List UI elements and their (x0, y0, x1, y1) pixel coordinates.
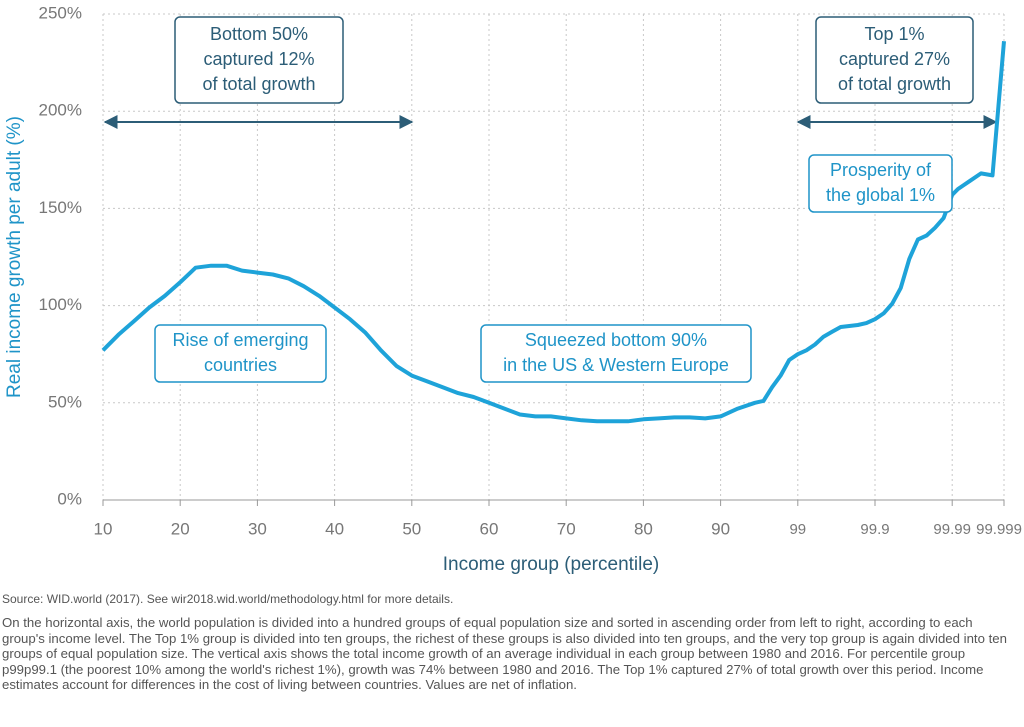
chart: Income group (percentile) Real income gr… (4, 3, 1022, 575)
annotation-box (815, 16, 974, 104)
x-tick-label: 80 (634, 519, 653, 538)
note: On the horizontal axis, the world popula… (2, 615, 1007, 693)
annotation-text: Bottom 50% (210, 24, 308, 44)
y-tick-label: 200% (39, 101, 82, 120)
y-tick-label: 150% (39, 198, 82, 217)
y-tick-label: 50% (48, 392, 82, 411)
y-tick-label: 100% (39, 295, 82, 314)
x-tick-label: 60 (480, 519, 499, 538)
annotation-text: Top 1% (864, 24, 924, 44)
annotation-text: Prosperity of (830, 160, 932, 180)
x-axis-label: Income group (percentile) (443, 554, 660, 575)
annotation-text: of total growth (202, 74, 315, 94)
x-tick-label: 99.99 (933, 521, 971, 538)
annotation-text: of total growth (838, 74, 951, 94)
annotation-box (154, 324, 327, 383)
y-tick-label: 250% (39, 3, 82, 22)
x-tick-label: 30 (248, 519, 267, 538)
x-tick-label: 10 (94, 519, 113, 538)
source: Source: WID.world (2017). See wir2018.wi… (2, 592, 454, 606)
x-tick-label: 99.9 (860, 521, 889, 538)
annotation-box (480, 324, 752, 383)
x-tick-label: 50 (402, 519, 421, 538)
y-axis-label: Real income growth per adult (%) (4, 116, 25, 398)
annotation-box (808, 154, 953, 213)
annotation-text: countries (204, 355, 277, 375)
x-tick-label: 99.999 (976, 521, 1022, 538)
annotation-text: Squeezed bottom 90% (525, 330, 707, 350)
data-line (101, 41, 1006, 424)
annotation-text: captured 27% (839, 49, 950, 69)
annotation-text: the global 1% (826, 185, 935, 205)
x-tick-label: 90 (711, 519, 730, 538)
x-tick-label: 40 (325, 519, 344, 538)
annotation-text: Rise of emerging (172, 330, 308, 350)
annotation-text: captured 12% (203, 49, 314, 69)
x-tick-label: 20 (171, 519, 190, 538)
y-tick-label: 0% (57, 489, 82, 508)
annotation-box (174, 16, 344, 104)
x-tick-label: 99 (789, 521, 806, 538)
annotation-text: in the US & Western Europe (503, 355, 729, 375)
x-tick-label: 70 (557, 519, 576, 538)
